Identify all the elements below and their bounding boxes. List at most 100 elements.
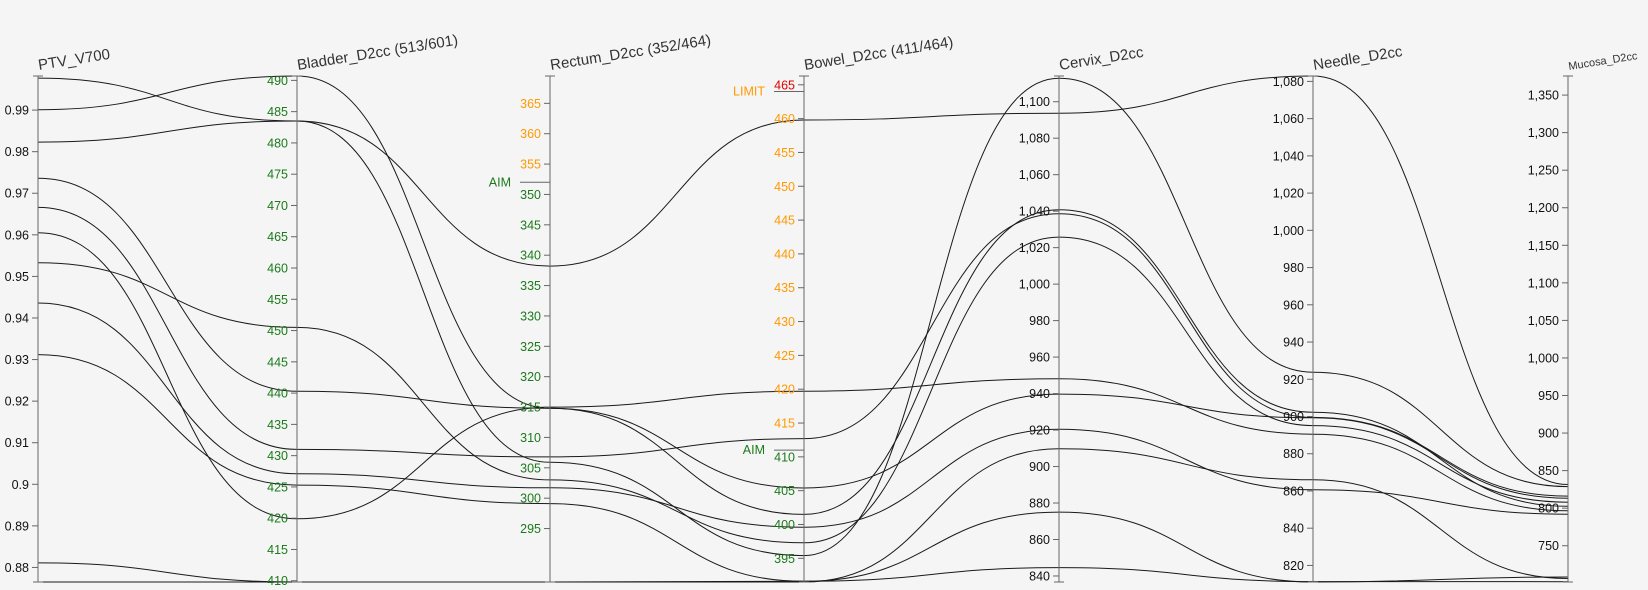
- tick-label-rectum: 340: [520, 249, 541, 263]
- tick-label-bowel: 450: [774, 180, 795, 194]
- tick-label-rectum: 365: [520, 97, 541, 111]
- tick-label-needle: 1,040: [1273, 149, 1304, 163]
- tick-label-rectum: 315: [520, 401, 541, 415]
- tick-label-needle: 980: [1283, 261, 1304, 275]
- series-line-plan-7: [37, 236, 1569, 544]
- tick-label-cervix: 980: [1029, 314, 1050, 328]
- tick-label-bladder: 480: [267, 136, 288, 150]
- tick-label-bladder: 415: [267, 543, 288, 557]
- tick-label-bladder: 470: [267, 199, 288, 213]
- tick-label-bladder: 460: [267, 262, 288, 276]
- tick-label-needle: 1,020: [1273, 187, 1304, 201]
- tick-label-ptv: 0.93: [5, 353, 29, 367]
- tick-label-ptv: 0.9: [12, 478, 29, 492]
- tick-label-bowel: 405: [774, 484, 795, 498]
- tick-label-rectum: 345: [520, 218, 541, 232]
- tick-label-ptv: 0.95: [5, 270, 29, 284]
- tick-label-bladder: 435: [267, 418, 288, 432]
- tick-label-mucosa: 1,000: [1528, 351, 1559, 365]
- tick-label-needle: 880: [1283, 447, 1304, 461]
- tick-label-mucosa: 1,200: [1528, 201, 1559, 215]
- tick-label-cervix: 1,080: [1019, 132, 1050, 146]
- tick-label-rectum: 350: [520, 188, 541, 202]
- tick-label-mucosa: 1,150: [1528, 239, 1559, 253]
- tick-label-bowel: 455: [774, 146, 795, 160]
- tick-label-ptv: 0.96: [5, 228, 29, 242]
- tick-label-needle: 900: [1283, 410, 1304, 424]
- tick-label-mucosa: 850: [1538, 464, 1559, 478]
- tick-label-bowel: 435: [774, 281, 795, 295]
- axis-mucosa: Mucosa_D2cc 750 800 850 900 950 1,000 1,050 1,10…: [1528, 50, 1639, 583]
- tick-label-rectum: 335: [520, 279, 541, 293]
- tick-label-mucosa: 950: [1538, 389, 1559, 403]
- axis-title-ptv: PTV_V700: [37, 46, 111, 74]
- tick-label-mucosa: 1,250: [1528, 164, 1559, 178]
- tick-label-bowel: 410: [774, 450, 795, 464]
- tick-label-ptv: 0.97: [5, 187, 29, 201]
- tick-label-cervix: 1,060: [1019, 168, 1050, 182]
- tick-label-bladder: 450: [267, 324, 288, 338]
- tick-label-cervix: 860: [1029, 533, 1050, 547]
- tick-label-bladder: 430: [267, 449, 288, 463]
- tick-label-bladder: 485: [267, 105, 288, 119]
- tick-label-bowel: 430: [774, 315, 795, 329]
- tick-label-bladder: 465: [267, 230, 288, 244]
- tick-label-ptv: 0.88: [5, 561, 29, 575]
- tick-label-needle: 840: [1283, 522, 1304, 536]
- tick-label-cervix: 1,020: [1019, 241, 1050, 255]
- axis-title-mucosa: Mucosa_D2cc: [1568, 50, 1639, 73]
- tick-label-rectum: 295: [520, 522, 541, 536]
- tick-label-mucosa: 750: [1538, 539, 1559, 553]
- tick-label-ptv: 0.91: [5, 436, 29, 450]
- tick-label-rectum: 310: [520, 431, 541, 445]
- tick-label-needle: 1,000: [1273, 224, 1304, 238]
- tick-label-cervix: 920: [1029, 424, 1050, 438]
- tick-label-ptv: 0.94: [5, 311, 29, 325]
- tick-label-needle: 920: [1283, 373, 1304, 387]
- series-line-plan-3: [37, 77, 1569, 557]
- marker-label-aim: AIM: [489, 175, 511, 189]
- tick-label-bladder: 455: [267, 293, 288, 307]
- tick-label-cervix: 960: [1029, 351, 1050, 365]
- tick-label-rectum: 300: [520, 492, 541, 506]
- tick-label-bowel: 395: [774, 552, 795, 566]
- tick-label-rectum: 305: [520, 461, 541, 475]
- axis-needle: Needle_D2cc 820 840 860 880 900 920 940 960 980 1,…: [1273, 43, 1404, 583]
- tick-label-mucosa: 1,050: [1528, 314, 1559, 328]
- tick-label-ptv: 0.99: [5, 104, 29, 118]
- series-line-plan-6: [37, 232, 1569, 520]
- tick-label-mucosa: 1,350: [1528, 89, 1559, 103]
- tick-label-mucosa: 1,100: [1528, 276, 1559, 290]
- tick-label-bowel: 460: [774, 112, 795, 126]
- tick-label-bladder: 490: [267, 74, 288, 88]
- tick-label-cervix: 840: [1029, 569, 1050, 583]
- tick-label-ptv: 0.89: [5, 519, 29, 533]
- tick-label-bladder: 440: [267, 387, 288, 401]
- tick-label-cervix: 1,100: [1019, 95, 1050, 109]
- tick-label-bladder: 420: [267, 512, 288, 526]
- tick-label-rectum: 330: [520, 309, 541, 323]
- tick-label-mucosa: 900: [1538, 427, 1559, 441]
- series-line-plan-4: [37, 177, 1569, 515]
- tick-label-needle: 860: [1283, 484, 1304, 498]
- tick-label-bowel: 415: [774, 417, 795, 431]
- axis-bowel: Bowel_D2cc (411/464) 395 400 405 410 415 420 42…: [733, 34, 954, 583]
- axis-title-bowel: Bowel_D2cc (411/464): [803, 34, 954, 74]
- tick-label-bladder: 410: [267, 574, 288, 588]
- tick-label-rectum: 320: [520, 370, 541, 384]
- axis-ptv: PTV_V700 0.88 0.89 0.9 0.91 0.92 0.93 0.94 0.95 0…: [5, 46, 111, 583]
- tick-label-rectum: 355: [520, 158, 541, 172]
- tick-label-needle: 940: [1283, 336, 1304, 350]
- tick-label-needle: 1,060: [1273, 112, 1304, 126]
- tick-label-bowel: 465: [774, 78, 795, 92]
- tick-label-bladder: 475: [267, 168, 288, 182]
- axes: PTV_V700 0.88 0.89 0.9 0.91 0.92 0.93 0.94 0.95 0…: [5, 32, 1639, 589]
- tick-label-rectum: 325: [520, 340, 541, 354]
- tick-label-cervix: 1,040: [1019, 205, 1050, 219]
- tick-label-mucosa: 800: [1538, 502, 1559, 516]
- tick-label-needle: 1,080: [1273, 75, 1304, 89]
- tick-label-cervix: 940: [1029, 387, 1050, 401]
- tick-label-bladder: 425: [267, 480, 288, 494]
- tick-label-bowel: 445: [774, 214, 795, 228]
